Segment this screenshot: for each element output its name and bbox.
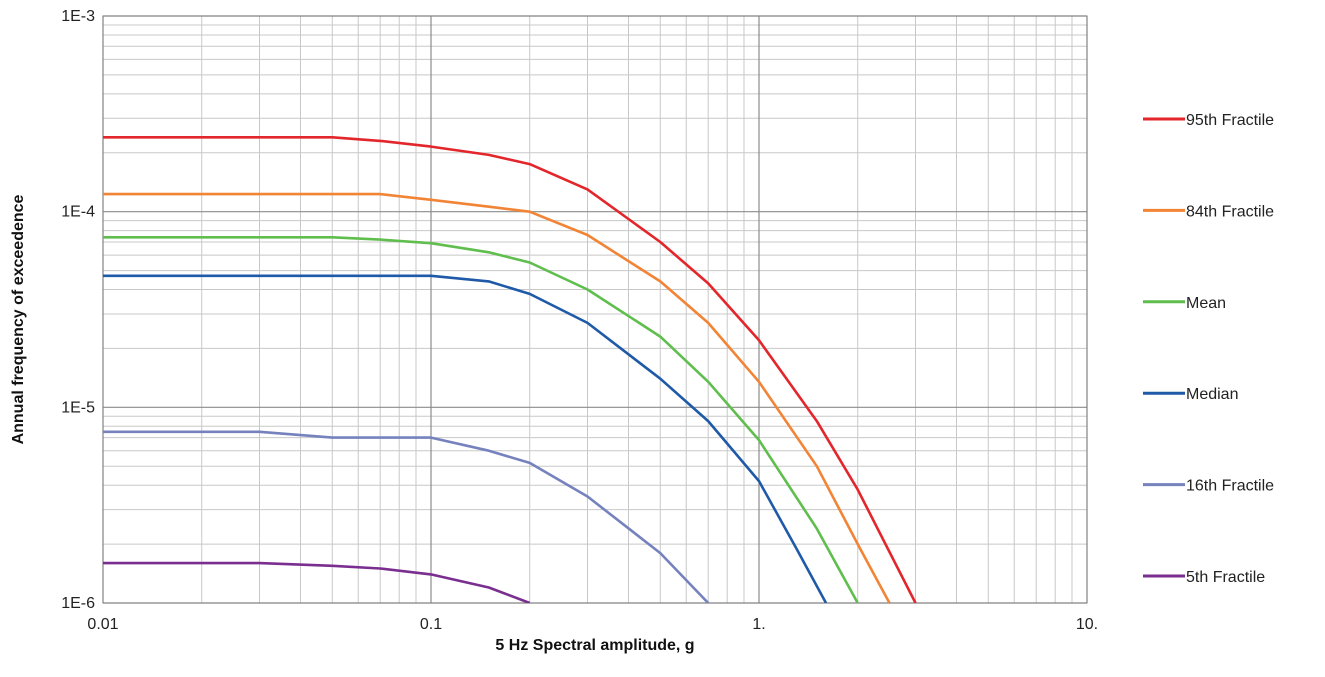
series-line-16th-fractile	[103, 430, 710, 603]
legend-label: 5th Fractile	[1186, 569, 1265, 586]
x-tick-label: 1.	[752, 616, 765, 633]
plot-area-border	[102, 15, 1088, 604]
x-axis-tick-labels: 0.01 0.1 1. 10.	[87, 616, 1098, 633]
legend-label: 84th Fractile	[1186, 203, 1274, 220]
x-axis-title: 5 Hz Spectral amplitude, g	[495, 637, 694, 654]
y-axis-tick-labels: 1E-6 1E-5 1E-4 1E-3	[61, 8, 95, 612]
y-tick-label: 1E-5	[61, 399, 95, 416]
legend-label: Mean	[1186, 295, 1226, 312]
x-tick-label: 0.01	[87, 616, 118, 633]
series-line-5th-fractile	[103, 561, 531, 603]
legend: 95th Fractile 84th Fractile Mean Median 16th…	[1143, 112, 1274, 586]
legend-label: 16th Fractile	[1186, 478, 1274, 495]
major-gridlines	[102, 15, 1088, 604]
series-line-84th-fractile	[103, 192, 891, 603]
y-tick-label: 1E-3	[61, 8, 95, 25]
x-tick-label: 10.	[1076, 616, 1098, 633]
minor-gridlines	[103, 16, 1087, 603]
legend-label: Median	[1186, 386, 1238, 403]
y-axis-title: Annual frequency of exceedence	[10, 194, 27, 444]
series-lines	[103, 136, 917, 603]
x-tick-label: 0.1	[420, 616, 442, 633]
series-line-mean	[103, 236, 859, 603]
series-line-median	[103, 274, 828, 603]
y-tick-label: 1E-4	[61, 204, 95, 221]
y-tick-label: 1E-6	[61, 595, 95, 612]
series-line-95th-fractile	[103, 136, 917, 603]
legend-label: 95th Fractile	[1186, 112, 1274, 129]
